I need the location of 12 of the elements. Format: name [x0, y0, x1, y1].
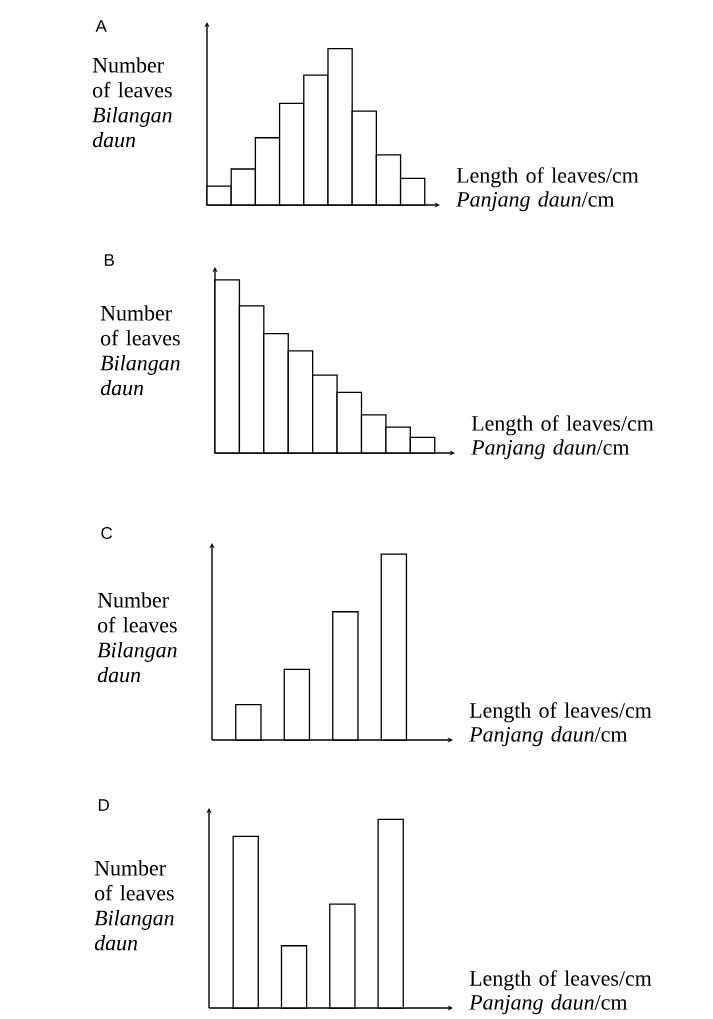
y-axis-title: Number of leaves Bilangan daun [97, 592, 177, 683]
x-axis-title: Length of leaves/cm Panjang daun/cm [469, 970, 652, 1015]
x-axis-title: Length of leaves/cm Panjang daun/cm [456, 167, 639, 212]
chart-title: A [95, 20, 107, 32]
x-axis-title: Length of leaves/cm Panjang daun/cm [471, 415, 654, 460]
x-axis-title: Length of leaves/cm Panjang daun/cm [469, 702, 652, 747]
chart-title: B [104, 254, 114, 266]
y-axis-title: Number of leaves Bilangan daun [94, 860, 174, 951]
y-axis-title: Number of leaves Bilangan daun [100, 305, 180, 396]
chart-title: C [101, 527, 113, 539]
y-axis-title: Number of leaves Bilangan daun [92, 57, 172, 148]
chart-title: D [98, 799, 109, 811]
